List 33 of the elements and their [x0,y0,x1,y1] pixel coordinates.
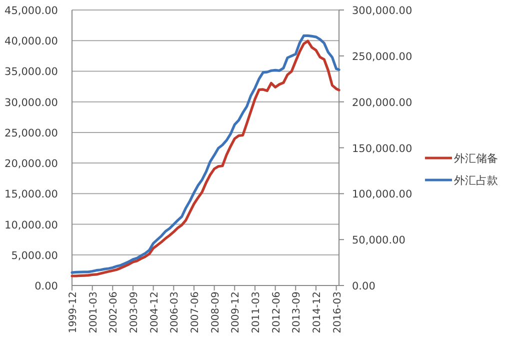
legend-label: 外汇储备 [454,152,498,165]
x-tick-label: 2007-06 [190,292,201,334]
x-tick-label: 2014-12 [312,292,323,334]
x-tick-label: 2004-12 [149,292,160,334]
x-tick-label: 2012-06 [271,292,282,334]
y-tick-label: 25,000.00 [4,127,58,140]
x-tick-label: 2008-09 [210,292,222,334]
y-tick-label: 20,000.00 [4,158,58,170]
y2-tick-label: 150,000.00 [352,142,412,155]
y2-tick-label: 300,000.00 [352,5,412,17]
x-tick-label: 2001-03 [88,292,100,334]
y-tick-label: 45,000.00 [4,5,58,17]
x-tick-label: 2011-03 [250,292,262,334]
x-tick-label: 2006-03 [170,292,181,334]
legend-label: 外汇占款 [454,174,498,187]
x-tick-label: 2003-09 [128,292,140,334]
y-tick-label: 40,000.00 [4,36,58,48]
x-tick-label: 2016-03 [332,292,344,334]
y-tick-label: 15,000.00 [4,188,58,201]
y2-tick-label: 200,000.00 [352,96,412,109]
y2-tick-label: 50,000.00 [352,234,406,247]
x-tick-label: 1999-12 [68,292,79,334]
y-tick-label: 0.00 [34,280,58,292]
y-tick-label: 30,000.00 [4,96,58,109]
y-tick-label: 10,000.00 [4,219,58,232]
y-tick-label: 5,000.00 [11,250,58,262]
y2-tick-label: 250,000.00 [352,50,412,63]
y2-tick-label: 0.00 [352,280,376,292]
x-tick-label: 2009-12 [230,292,242,334]
y2-tick-label: 100,000.00 [352,188,412,201]
x-tick-label: 2013-09 [292,292,303,334]
y-tick-label: 35,000.00 [4,66,58,78]
x-tick-label: 2002-06 [108,292,120,334]
